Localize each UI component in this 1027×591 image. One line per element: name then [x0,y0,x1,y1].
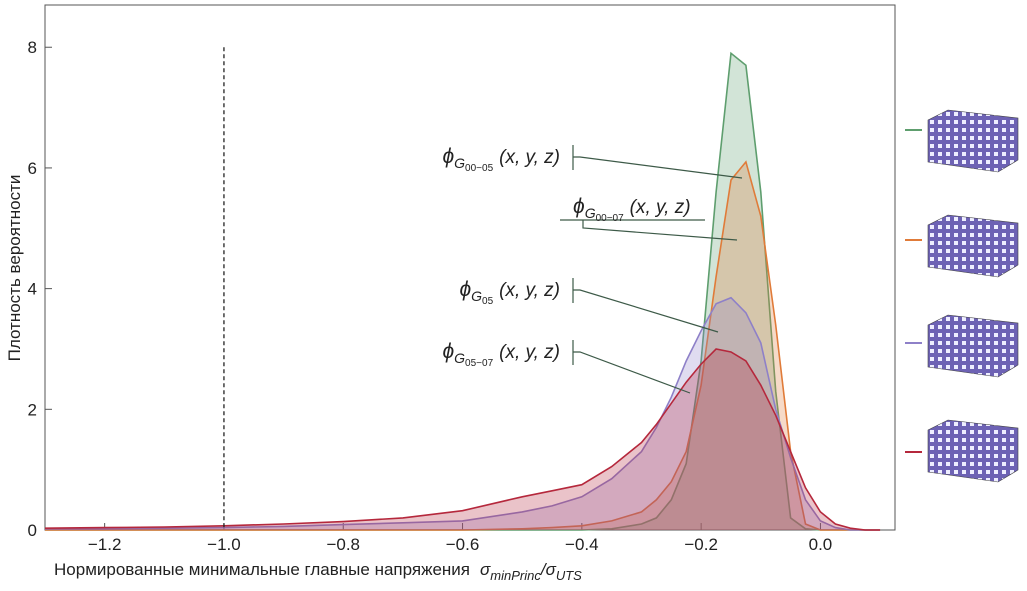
annotation-symbol: ϕ [573,195,585,218]
x-tick-label: −1.2 [88,535,122,554]
annotation-args: (x, y, z) [499,342,560,363]
y-tick-label: 4 [28,280,37,299]
annotation-subsub: 00−07 [596,213,625,224]
x-tick-label: −0.8 [326,535,360,554]
y-tick-label: 6 [28,159,37,178]
x-axis-symbol: σminPrinc/σUTS [480,560,582,583]
legend [928,110,1018,482]
annotation-args: (x, y, z) [499,280,560,301]
thumbnail [928,215,1018,277]
thumbnail [928,315,1018,377]
x-tick-label: −1.0 [207,535,241,554]
y-tick-label: 2 [28,400,37,419]
annotation-subsub: 05 [482,296,494,307]
annotation-sub: G [585,205,596,221]
annotation-sub: G [454,155,465,171]
annotation-subsub: 00−05 [465,163,494,174]
annotation-sub: G [471,288,482,304]
annotation-subsub: 05−07 [465,358,494,369]
annotation-args: (x, y, z) [630,197,691,218]
annotation-sub: G [454,350,465,366]
x-tick-label: −0.2 [684,535,718,554]
y-tick-label: 8 [28,38,37,57]
annotation-symbol: ϕ [459,278,471,301]
x-tick-label: 0.0 [809,535,833,554]
y-tick-label: 0 [28,521,37,540]
annotation-args: (x, y, z) [499,147,560,168]
chart: Нормированные минимальные главные напряж… [0,0,1027,586]
annotation-symbol: ϕ [442,340,454,363]
annotation-symbol: ϕ [442,145,454,168]
thumbnail [928,110,1018,172]
thumbnail [928,420,1018,482]
x-tick-label: −0.4 [565,535,599,554]
x-axis-label: Нормированные минимальные главные напряж… [54,560,470,579]
x-tick-label: −0.6 [446,535,480,554]
y-axis-label: Плотность вероятности [5,175,24,362]
